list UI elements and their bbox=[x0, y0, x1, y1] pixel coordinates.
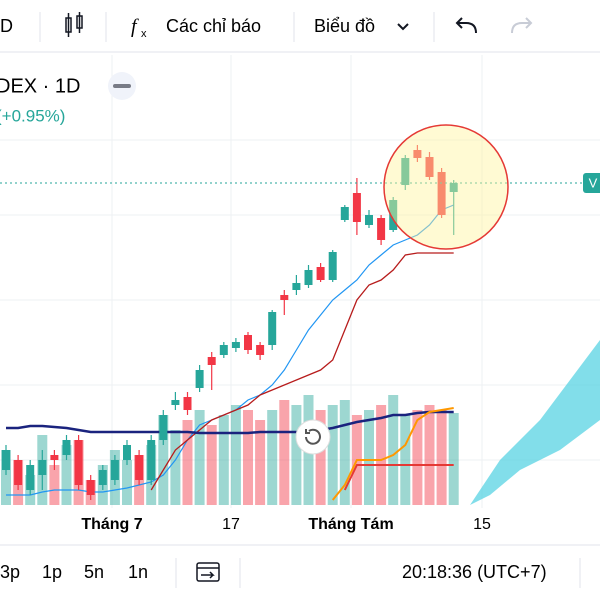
candle-body bbox=[50, 455, 59, 460]
change: (+0.95%) bbox=[0, 106, 65, 125]
clock: 20:18:36 (UTC+7) bbox=[402, 562, 547, 582]
candle-body bbox=[86, 480, 95, 495]
candle-body bbox=[171, 400, 180, 405]
candle-body bbox=[14, 460, 23, 485]
volume-bar bbox=[182, 420, 193, 505]
candle-body bbox=[123, 445, 131, 460]
interval-button[interactable]: 3p bbox=[0, 562, 20, 582]
redo[interactable] bbox=[511, 17, 533, 34]
fx-icon: f bbox=[131, 16, 139, 38]
candle-body bbox=[98, 470, 107, 485]
candle-body bbox=[280, 295, 289, 300]
candle-body bbox=[244, 335, 252, 350]
volume-bar bbox=[1, 450, 11, 505]
volume-bar bbox=[255, 420, 266, 505]
volume-bar bbox=[279, 400, 290, 505]
volume-bar bbox=[339, 400, 350, 505]
candle-body bbox=[449, 183, 458, 192]
volume-bar bbox=[243, 410, 253, 505]
price-badge-text: V bbox=[589, 175, 598, 190]
x-axis-label: Tháng 7 bbox=[81, 516, 142, 533]
volume-bar bbox=[400, 415, 411, 505]
candle-body bbox=[74, 440, 83, 485]
candle-body bbox=[389, 200, 398, 230]
chart-type[interactable]: Biểu đồ bbox=[314, 16, 375, 36]
volume-bar bbox=[436, 410, 447, 505]
volume-bar bbox=[49, 465, 60, 505]
candle-body bbox=[425, 157, 434, 177]
volume-bar bbox=[170, 430, 181, 505]
highlight-circle bbox=[383, 124, 509, 250]
candle-body bbox=[304, 270, 313, 285]
volume-bar bbox=[291, 405, 302, 505]
volume-bar bbox=[327, 405, 338, 505]
candle-body bbox=[377, 218, 386, 240]
plot bbox=[1, 145, 459, 505]
candle-body bbox=[292, 283, 301, 290]
volume-bar bbox=[61, 445, 72, 505]
candle-body bbox=[110, 460, 119, 480]
candle-body bbox=[159, 415, 168, 440]
volume-bar bbox=[206, 425, 217, 505]
candle-body bbox=[231, 342, 240, 348]
x-axis-label: 15 bbox=[473, 516, 491, 533]
interval-button[interactable]: 1n bbox=[128, 562, 148, 582]
candle-body bbox=[413, 150, 422, 158]
candle-body bbox=[38, 460, 47, 475]
candle-body bbox=[26, 465, 35, 490]
candle-body bbox=[2, 450, 10, 470]
candle-body bbox=[401, 158, 410, 185]
toolbar bbox=[0, 0, 600, 52]
replay-icon bbox=[305, 428, 321, 445]
volume-bar bbox=[315, 410, 326, 505]
candle-icon[interactable] bbox=[65, 12, 83, 37]
candle-body bbox=[352, 193, 361, 222]
volume-bar bbox=[230, 405, 241, 505]
volume-bar bbox=[412, 410, 423, 505]
volume-bar bbox=[376, 405, 387, 505]
volume-bar bbox=[122, 460, 132, 505]
symbol-tab[interactable]: D bbox=[0, 16, 13, 36]
indicator-line bbox=[150, 252, 454, 491]
volume-bar bbox=[267, 410, 278, 505]
candle-body bbox=[316, 267, 325, 280]
date-range-icon[interactable] bbox=[196, 562, 220, 582]
volume-bar bbox=[364, 410, 374, 505]
candle-body bbox=[207, 357, 216, 365]
interval-button[interactable]: 1p bbox=[42, 562, 62, 582]
volume-bar bbox=[424, 405, 435, 505]
indicator-line bbox=[6, 410, 454, 435]
candle-body bbox=[147, 440, 156, 480]
candle-body bbox=[340, 207, 349, 220]
candle-body bbox=[268, 312, 277, 345]
chevron bbox=[397, 23, 409, 31]
candle-body bbox=[219, 345, 228, 355]
indicator-line bbox=[331, 407, 454, 501]
candle-body bbox=[437, 172, 446, 215]
candle-body bbox=[256, 345, 265, 355]
volume-bar bbox=[158, 415, 169, 505]
volume-bar bbox=[448, 413, 459, 505]
symbol: DEX · 1D bbox=[0, 75, 80, 97]
volume-bar bbox=[388, 395, 399, 505]
volume-bar bbox=[194, 410, 205, 505]
fx-icon-x: x bbox=[141, 28, 147, 40]
candle-body bbox=[365, 215, 373, 225]
x-axis-label: Tháng Tám bbox=[308, 516, 393, 533]
volume-bar bbox=[218, 415, 229, 505]
cloud bbox=[470, 340, 600, 505]
indicators[interactable]: Các chỉ báo bbox=[166, 16, 261, 36]
candle-body bbox=[135, 455, 144, 480]
price-badge bbox=[583, 173, 600, 193]
replay-button[interactable] bbox=[295, 419, 331, 455]
candle-body bbox=[195, 370, 204, 388]
candle-body bbox=[62, 440, 71, 455]
interval-button[interactable]: 5n bbox=[84, 562, 104, 582]
x-axis-label: 17 bbox=[222, 516, 240, 533]
candle-body bbox=[183, 397, 192, 410]
indicator-line bbox=[343, 464, 454, 491]
undo[interactable] bbox=[455, 17, 477, 34]
candle-body bbox=[328, 252, 337, 280]
